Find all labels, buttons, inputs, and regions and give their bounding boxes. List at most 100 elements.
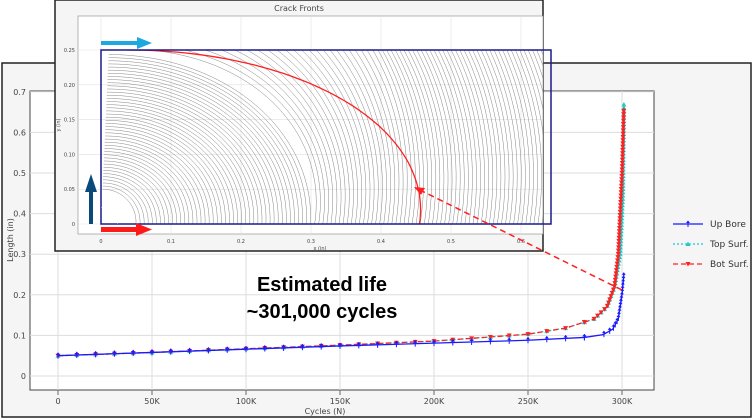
data-point-marker xyxy=(619,154,625,159)
crack-front xyxy=(308,50,367,224)
data-point-marker xyxy=(616,232,622,237)
crack-front xyxy=(506,50,534,224)
series-up-bore xyxy=(56,272,626,359)
y-tick-label: 0.1 xyxy=(13,331,26,340)
inset-y-tick-label: 0.25 xyxy=(64,48,75,54)
legend-marker-icon xyxy=(686,220,690,227)
legend-marker-icon xyxy=(685,241,691,246)
inset-y-tick-label: 0.10 xyxy=(64,152,75,158)
inset-x-label: x (in) xyxy=(313,246,326,252)
crack-front xyxy=(103,167,165,224)
crack-front xyxy=(104,148,190,224)
crack-front xyxy=(107,82,275,224)
crack-front xyxy=(104,151,186,224)
data-point-marker xyxy=(618,193,624,198)
data-point-marker xyxy=(616,245,622,250)
legend-item: Top Surf. xyxy=(673,240,749,250)
crack-front xyxy=(104,157,177,224)
bore-hole xyxy=(101,207,118,224)
data-point-marker xyxy=(621,118,627,124)
data-point-marker xyxy=(620,141,626,146)
data-point-marker xyxy=(612,284,618,289)
legend-label: Up Bore xyxy=(710,220,746,230)
data-point-marker xyxy=(563,326,569,331)
crack-front xyxy=(366,50,404,224)
crack-front xyxy=(502,50,530,224)
crack-front xyxy=(381,50,416,224)
x-tick-label: 300K xyxy=(612,397,633,406)
data-point-marker xyxy=(619,170,625,176)
data-point-marker xyxy=(281,344,286,351)
data-point-marker xyxy=(617,209,623,215)
data-point-marker xyxy=(356,341,361,349)
crack-front xyxy=(348,50,391,224)
legend-label: Bot Surf. xyxy=(710,260,749,270)
crack-front xyxy=(433,50,465,224)
data-point-marker xyxy=(93,350,98,358)
crack-front xyxy=(276,50,350,224)
x-tick-label: 200K xyxy=(424,397,445,406)
highlighted-crack-front xyxy=(127,50,422,224)
data-point-marker xyxy=(601,330,606,338)
inset-plot-area xyxy=(77,15,544,235)
inset-x-tick-label: 0.1 xyxy=(167,239,175,245)
crack-front xyxy=(105,132,210,224)
data-point-marker xyxy=(620,131,626,137)
data-point-marker xyxy=(582,333,587,341)
data-point-marker xyxy=(618,203,624,208)
crack-front xyxy=(493,50,522,224)
data-point-marker xyxy=(620,128,626,134)
data-point-marker xyxy=(615,248,621,254)
data-point-marker xyxy=(487,334,493,340)
data-point-marker xyxy=(525,332,531,337)
data-point-marker xyxy=(616,238,622,244)
pointer-arrow xyxy=(414,187,623,291)
data-point-marker xyxy=(617,206,623,211)
crack-front xyxy=(322,50,375,224)
data-point-marker xyxy=(469,338,474,345)
crack-front xyxy=(420,50,453,224)
crack-front xyxy=(515,50,542,224)
data-point-marker xyxy=(621,105,627,110)
data-point-marker xyxy=(591,316,597,322)
data-point-marker xyxy=(617,219,623,224)
legend-item: Up Bore xyxy=(673,220,746,230)
data-point-marker xyxy=(619,160,625,166)
crack-fronts-inset: Crack Fronts 0 0.05 0.10 0.15 0.20 0.25 0 0.1 0.… xyxy=(54,0,552,252)
data-point-marker xyxy=(619,167,625,172)
data-point-marker xyxy=(615,255,621,260)
data-point-marker xyxy=(612,277,618,283)
crack-front xyxy=(105,120,226,224)
data-point-marker xyxy=(581,320,587,325)
data-point-marker xyxy=(619,180,625,185)
crack-front xyxy=(455,50,485,224)
data-point-marker xyxy=(620,125,626,130)
crack-front xyxy=(104,138,202,224)
crack-front xyxy=(403,50,437,224)
data-point-marker xyxy=(621,115,627,121)
crack-front xyxy=(106,98,255,224)
crack-front xyxy=(301,50,362,224)
data-point-marker xyxy=(616,225,622,231)
annotation-line1: Estimated life xyxy=(257,274,387,296)
data-point-marker xyxy=(112,350,117,357)
data-point-marker xyxy=(617,212,623,218)
data-point-marker xyxy=(394,340,399,348)
data-point-marker xyxy=(620,151,626,156)
data-point-marker xyxy=(612,281,618,286)
crack-front xyxy=(285,50,354,224)
crack-front xyxy=(102,185,141,224)
crack-front xyxy=(105,135,206,224)
crack-front xyxy=(107,88,267,224)
data-point-marker xyxy=(613,271,619,276)
legend: Up Bore Top Surf. Bot Surf. xyxy=(673,220,749,270)
crack-front xyxy=(329,50,379,224)
inset-y-label: y (in) xyxy=(56,118,62,131)
legend-label: Top Surf. xyxy=(709,240,749,250)
inset-y-tick-label: 0.15 xyxy=(64,118,75,124)
data-point-marker xyxy=(618,199,624,205)
crack-front xyxy=(450,50,481,224)
crack-front xyxy=(107,79,279,224)
data-point-marker xyxy=(613,268,619,273)
data-point-marker xyxy=(619,177,625,182)
